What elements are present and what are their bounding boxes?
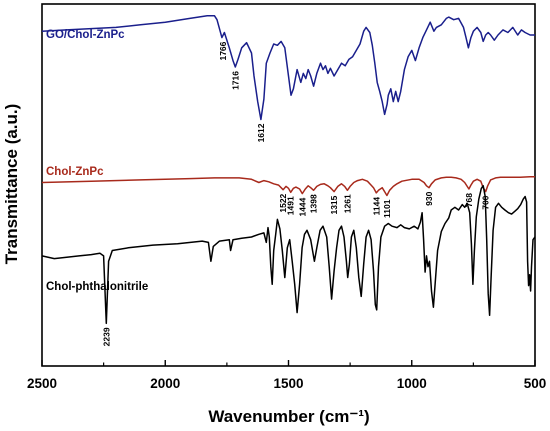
peak-label: 768 <box>464 193 474 207</box>
peak-label: 1315 <box>329 195 339 214</box>
peak-label: 1522 <box>278 193 288 212</box>
series-label-2: Chol-ZnPc <box>46 166 104 178</box>
plot-frame <box>41 3 536 367</box>
plot-area: 2500 2000 1500 1000 500 GO/Chol-ZnPc Chol-ZnPc… <box>27 3 547 391</box>
peak-label: 1612 <box>256 123 266 142</box>
peak-label: 1491 <box>286 196 296 215</box>
peak-label: 1261 <box>342 194 352 213</box>
peak-label: 1398 <box>309 194 319 213</box>
peak-label: 1766 <box>218 41 228 60</box>
peak-label: 2239 <box>101 327 111 346</box>
peak-label: 1144 <box>371 197 381 216</box>
x-tick-label: 1000 <box>397 376 427 391</box>
x-tick-label: 1500 <box>273 376 303 391</box>
series-line-2 <box>41 175 535 197</box>
series-label-3: Chol-phthalonitrile <box>46 281 148 293</box>
x-tick-label: 2000 <box>150 376 180 391</box>
x-tick-label: 500 <box>524 376 547 391</box>
x-axis-title: Wavenumber (cm⁻¹) <box>208 407 369 426</box>
series-line-1 <box>41 15 535 121</box>
peak-label: 930 <box>424 191 434 205</box>
y-axis-title: Transmittance (a.u.) <box>2 104 21 265</box>
x-tick-label: 2500 <box>27 376 57 391</box>
series-line-3 <box>41 184 536 325</box>
peak-label: 1444 <box>297 197 307 216</box>
peak-label: 1716 <box>230 71 240 90</box>
peak-label: 700 <box>481 195 491 209</box>
peak-label: 1101 <box>382 199 392 218</box>
series-label-1: GO/Chol-ZnPc <box>46 29 125 41</box>
